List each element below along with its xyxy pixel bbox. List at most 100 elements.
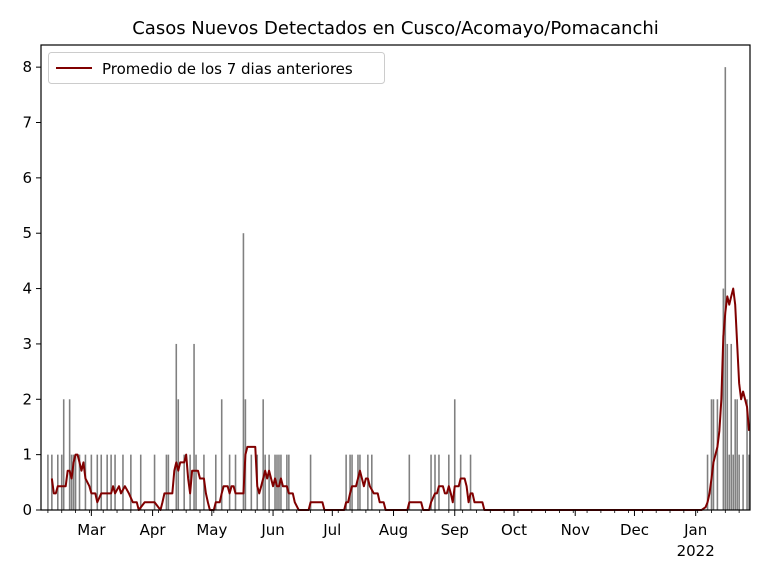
x-tick-label-line: Jan — [683, 521, 707, 539]
bar — [139, 454, 142, 510]
x-tick-label-line: Dec — [620, 521, 649, 539]
y-tick-label: 2 — [22, 390, 32, 408]
x-tick-label: Jul — [322, 521, 341, 539]
bar — [748, 454, 750, 510]
legend: Promedio de los 7 dias anteriores — [48, 52, 385, 84]
bar — [68, 399, 71, 510]
x-tick-label-line: Jun — [260, 521, 284, 539]
y-tick-label: 1 — [22, 446, 32, 464]
bar — [78, 454, 81, 510]
bar — [74, 454, 77, 510]
bar — [746, 399, 748, 510]
bar — [62, 399, 65, 510]
bar — [122, 454, 124, 510]
bar — [47, 454, 49, 510]
bar — [438, 454, 440, 510]
bar — [57, 454, 59, 510]
x-tick-label: Mar — [77, 521, 106, 539]
bar — [716, 399, 719, 510]
bar — [167, 454, 170, 510]
x-tick-label-line: Sep — [441, 521, 469, 539]
x-tick-label: Apr — [140, 521, 167, 539]
x-tick-label-line: Nov — [561, 521, 590, 539]
bars-layer — [47, 67, 750, 510]
bar — [286, 454, 288, 510]
x-tick-label: Jun — [260, 521, 284, 539]
bar — [60, 454, 63, 510]
x-tick-label-line: 2022 — [677, 542, 715, 560]
line-layer — [50, 287, 751, 511]
bar — [264, 454, 266, 510]
plot-frame — [40, 44, 751, 511]
bar — [193, 343, 195, 510]
bar — [349, 454, 351, 510]
y-tick-label: 0 — [22, 501, 32, 519]
bar — [234, 454, 237, 510]
bar — [130, 454, 132, 510]
bar — [732, 454, 734, 510]
bar — [710, 399, 713, 510]
x-tick-label-line: May — [196, 521, 227, 539]
bar — [84, 454, 87, 510]
bar — [430, 454, 432, 510]
bar — [724, 67, 727, 510]
bar — [469, 454, 472, 510]
y-tick-label: 6 — [22, 169, 32, 187]
bar — [726, 343, 729, 510]
bar — [90, 454, 93, 510]
bar — [96, 454, 99, 510]
x-axis: Mar Apr May Jun Jul Aug Sep Oct Nov Dec Jan 2022 — [47, 510, 740, 560]
bar — [309, 454, 312, 510]
bar — [165, 454, 168, 510]
bar — [736, 399, 738, 510]
bar — [250, 454, 253, 510]
bar — [228, 454, 231, 510]
x-tick-label-line: Mar — [77, 521, 106, 539]
y-tick-label: 5 — [22, 224, 32, 242]
bar — [100, 454, 103, 510]
x-tick-label: Aug — [379, 521, 408, 539]
bar — [453, 399, 456, 510]
bar — [706, 454, 709, 510]
bar — [345, 454, 347, 510]
bar — [262, 399, 264, 510]
bar — [728, 454, 731, 510]
y-axis: 0 1 2 3 4 5 6 7 8 — [22, 58, 41, 519]
bar — [371, 454, 373, 510]
bar — [742, 454, 744, 510]
x-tick-label: May — [196, 521, 227, 539]
y-tick-label: 4 — [22, 280, 32, 298]
y-tick-label: 8 — [22, 58, 32, 76]
bar — [734, 399, 736, 510]
x-tick-label: Dec — [620, 521, 649, 539]
chart-title: Casos Nuevos Detectados en Cusco/Acomayo… — [132, 18, 659, 39]
bar — [359, 454, 361, 510]
bar — [110, 454, 112, 510]
bar — [177, 399, 180, 510]
x-tick-label: Nov — [561, 521, 590, 539]
bar — [72, 454, 75, 510]
bar — [214, 454, 217, 510]
bar — [434, 454, 436, 510]
bar — [242, 233, 245, 510]
y-tick-label: 3 — [22, 335, 32, 353]
bar — [195, 454, 197, 510]
bar — [712, 399, 715, 510]
x-tick-label: Oct — [501, 521, 527, 539]
x-tick-label: Sep — [441, 521, 469, 539]
bar — [730, 343, 733, 510]
legend-label: Promedio de los 7 dias anteriores — [102, 60, 353, 78]
bar — [351, 454, 353, 510]
x-tick-label-line: Oct — [501, 521, 527, 539]
bar — [722, 288, 725, 510]
bar — [183, 454, 185, 510]
bar — [153, 454, 156, 510]
legend-box — [48, 52, 385, 84]
bar — [114, 454, 116, 510]
series-line — [50, 287, 751, 511]
bar — [288, 454, 290, 510]
bar — [175, 343, 178, 510]
bar — [738, 454, 740, 510]
